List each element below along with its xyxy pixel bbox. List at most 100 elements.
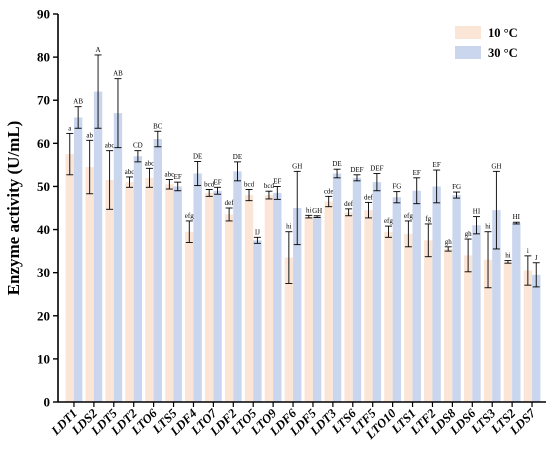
- significance-label: hi: [286, 223, 292, 231]
- bar-10c: [125, 182, 134, 402]
- significance-label: HI: [473, 208, 481, 216]
- significance-label: DE: [332, 160, 341, 168]
- significance-label: hi: [485, 223, 491, 231]
- y-tick-label: 50: [37, 179, 50, 194]
- y-tick-label: 0: [44, 395, 51, 410]
- bar-30c: [332, 173, 342, 402]
- y-tick-label: 10: [37, 351, 50, 366]
- bar-10c: [483, 259, 493, 402]
- significance-label: EF: [433, 161, 441, 169]
- bar-10c: [404, 233, 413, 402]
- significance-label: i: [527, 247, 529, 255]
- significance-label: def: [225, 199, 235, 207]
- significance-label: EF: [413, 169, 421, 177]
- bar-30c: [412, 190, 421, 402]
- bar-30c: [372, 182, 382, 402]
- significance-label: bcd: [244, 180, 255, 188]
- significance-label: J: [535, 254, 538, 262]
- y-tick-label: 90: [37, 7, 50, 22]
- y-tick-label: 70: [37, 93, 50, 108]
- bar-10c: [463, 255, 473, 402]
- bar-10c: [344, 212, 353, 402]
- bar-30c: [73, 117, 83, 402]
- bar-10c: [304, 216, 313, 402]
- bar-30c: [392, 197, 401, 402]
- significance-label: DE: [233, 153, 242, 161]
- bar-10c: [165, 184, 174, 402]
- significance-label: bcd: [204, 180, 215, 188]
- significance-label: abc: [105, 142, 115, 150]
- bar-30c: [312, 216, 322, 402]
- bar-30c: [352, 177, 362, 402]
- significance-label: GH: [292, 162, 302, 170]
- y-tick-label: 30: [37, 265, 50, 280]
- bar-30c: [512, 223, 521, 402]
- significance-label: FG: [392, 183, 401, 191]
- significance-label: EF: [273, 177, 281, 185]
- significance-label: abc: [125, 168, 135, 176]
- significance-label: GH: [312, 207, 322, 215]
- bar-30c: [93, 91, 103, 402]
- significance-label: DEF: [350, 166, 363, 174]
- bar-10c: [205, 192, 214, 402]
- bar-30c: [452, 195, 461, 402]
- significance-label: FG: [452, 183, 461, 191]
- y-axis-title: Enzyme activity (U/mL): [4, 121, 23, 296]
- significance-label: def: [344, 200, 354, 208]
- significance-label: efg: [384, 217, 393, 225]
- bar-10c: [424, 240, 433, 402]
- bars-layer: a ab abc abc abc abc efg bcd def bcd bcd hi hi cde def…: [65, 46, 541, 402]
- bar-30c: [193, 173, 202, 402]
- bar-10c: [65, 154, 74, 402]
- bar-30c: [113, 113, 123, 402]
- significance-label: A: [96, 46, 101, 54]
- significance-label: efg: [185, 212, 194, 220]
- bar-30c: [273, 192, 282, 402]
- bar-10c: [224, 214, 234, 402]
- bar-10c: [105, 179, 114, 402]
- bar-10c: [264, 195, 274, 402]
- y-axis-title-group: Enzyme activity (U/mL): [4, 121, 23, 296]
- bar-30c: [153, 139, 162, 402]
- y-tick-label: 80: [37, 50, 50, 65]
- legend-label-10c: 10 °C: [488, 26, 518, 40]
- bar-30c: [293, 208, 302, 402]
- significance-label: abc: [164, 171, 174, 179]
- significance-label: AB: [113, 70, 123, 78]
- bar-10c: [244, 195, 254, 402]
- bar-10c: [185, 231, 194, 402]
- significance-label: hi: [505, 252, 511, 260]
- y-tick-label: 60: [37, 136, 50, 151]
- bar-30c: [492, 210, 501, 402]
- y-tick-label: 20: [37, 308, 50, 323]
- bar-30c: [432, 186, 441, 402]
- bar-30c: [213, 190, 222, 402]
- legend: 10 °C 30 °C: [455, 26, 518, 60]
- bar-10c: [444, 248, 453, 402]
- bar-10c: [145, 177, 154, 402]
- significance-label: HI: [513, 213, 521, 221]
- bar-30c: [253, 240, 262, 402]
- bar-10c: [85, 167, 94, 402]
- significance-label: abc: [145, 159, 155, 167]
- legend-label-30c: 30 °C: [488, 46, 518, 60]
- bar-30c: [532, 274, 541, 402]
- y-tick-label: 40: [37, 222, 50, 237]
- bar-30c: [233, 171, 242, 402]
- significance-label: bcd: [264, 182, 275, 190]
- significance-label: CD: [133, 142, 143, 150]
- significance-label: cde: [324, 187, 334, 195]
- significance-label: EF: [213, 178, 221, 186]
- significance-label: def: [364, 193, 374, 201]
- significance-label: IJ: [255, 228, 260, 236]
- significance-label: ab: [86, 131, 93, 139]
- legend-swatch-10c: [455, 26, 481, 39]
- significance-label: fg: [425, 215, 431, 223]
- significance-label: BC: [153, 122, 163, 130]
- significance-label: hi: [306, 206, 312, 214]
- bar-10c: [324, 201, 333, 402]
- bar-30c: [173, 186, 182, 402]
- legend-swatch-30c: [455, 46, 481, 59]
- significance-label: gh: [465, 230, 473, 238]
